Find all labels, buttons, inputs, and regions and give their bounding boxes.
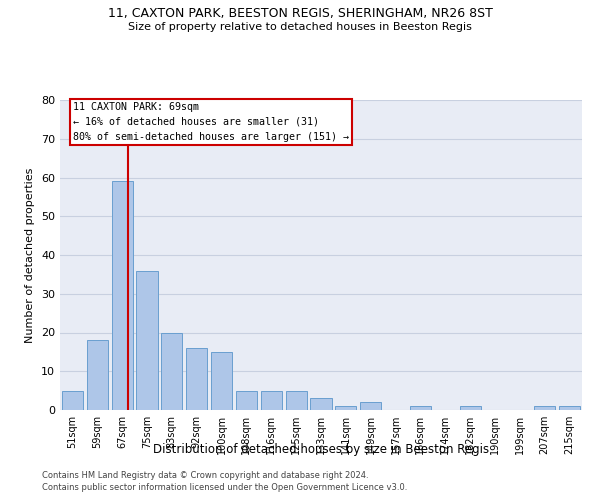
- Text: 11 CAXTON PARK: 69sqm
← 16% of detached houses are smaller (31)
80% of semi-deta: 11 CAXTON PARK: 69sqm ← 16% of detached …: [73, 102, 349, 142]
- Text: Contains public sector information licensed under the Open Government Licence v3: Contains public sector information licen…: [42, 484, 407, 492]
- Bar: [112, 182, 133, 410]
- Text: Contains HM Land Registry data © Crown copyright and database right 2024.: Contains HM Land Registry data © Crown c…: [42, 471, 368, 480]
- Bar: [360, 402, 381, 410]
- Bar: [286, 390, 307, 410]
- Bar: [460, 406, 481, 410]
- Bar: [534, 406, 555, 410]
- Bar: [211, 352, 232, 410]
- Text: Distribution of detached houses by size in Beeston Regis: Distribution of detached houses by size …: [153, 442, 489, 456]
- Bar: [87, 340, 108, 410]
- Text: Size of property relative to detached houses in Beeston Regis: Size of property relative to detached ho…: [128, 22, 472, 32]
- Bar: [335, 406, 356, 410]
- Bar: [236, 390, 257, 410]
- Bar: [136, 270, 158, 410]
- Y-axis label: Number of detached properties: Number of detached properties: [25, 168, 35, 342]
- Bar: [186, 348, 207, 410]
- Bar: [62, 390, 83, 410]
- Bar: [410, 406, 431, 410]
- Bar: [161, 332, 182, 410]
- Bar: [559, 406, 580, 410]
- Text: 11, CAXTON PARK, BEESTON REGIS, SHERINGHAM, NR26 8ST: 11, CAXTON PARK, BEESTON REGIS, SHERINGH…: [107, 8, 493, 20]
- Bar: [310, 398, 332, 410]
- Bar: [261, 390, 282, 410]
